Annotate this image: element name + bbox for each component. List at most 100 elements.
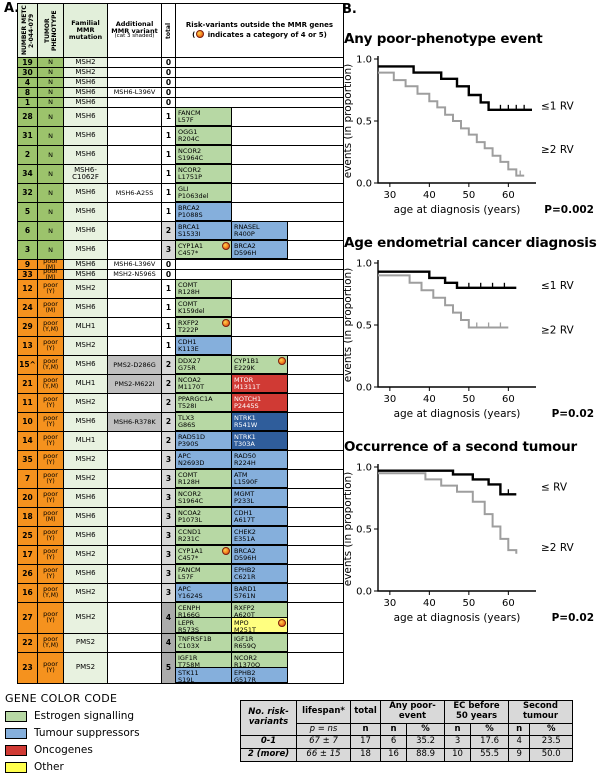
- gene-name: BRCA2: [234, 242, 256, 250]
- additional-mmr-variant-cell: MSH2-N596S: [108, 270, 162, 280]
- risk-variants-cell: BRCA2 P1088S: [176, 203, 344, 222]
- aa-change: M1311T: [234, 383, 261, 391]
- y-tick-label: 0.5: [356, 321, 372, 332]
- total-cell: 3: [162, 489, 176, 508]
- aa-change: R231C: [178, 535, 200, 543]
- gene-name: TNFRSF1B: [178, 635, 212, 643]
- series-label: ≤1 RV: [541, 101, 575, 113]
- total-cell: 4: [162, 603, 176, 634]
- risk-variant-cell: OGG1 R204C: [176, 127, 232, 145]
- header-familial-text: Familial MMR mutation: [68, 19, 103, 41]
- patient-row: 4 N MSH6 0: [18, 78, 344, 88]
- additional-mmr-variant-cell: MSH6-A25S: [108, 184, 162, 203]
- patient-row: 19 N MSH2 0: [18, 58, 344, 68]
- patient-number-cell: 18: [18, 508, 38, 527]
- x-tick-label: 60: [502, 394, 515, 405]
- chart-title: Age endometrial cancer diagnosis: [344, 235, 597, 251]
- summary-cell: 17.6: [470, 735, 509, 750]
- patient-number-cell: 8: [18, 88, 38, 98]
- total-cell: 1: [162, 146, 176, 165]
- tumor-phenotype-cell: N: [38, 58, 64, 68]
- additional-mmr-variant-cell: [108, 108, 162, 127]
- gene-name: COMT: [178, 281, 198, 289]
- phenotype-subtext: (Y): [46, 667, 55, 675]
- patient-number-cell: 11: [18, 394, 38, 413]
- color-swatch: [5, 710, 27, 722]
- tumor-phenotype-cell: poor (Y,M): [38, 375, 64, 394]
- aa-change: R400P: [234, 230, 255, 238]
- category-4-5-flame-icon: [222, 319, 230, 327]
- patient-number-cell: 14: [18, 432, 38, 451]
- phenotype-subtext: (Y): [46, 573, 55, 581]
- x-tick-label: 50: [462, 394, 475, 405]
- total-cell: 2: [162, 394, 176, 413]
- patient-row: 20poor(Y)MSH63NCOR2S1964CMGMTP233LDICER1…: [18, 489, 344, 508]
- aa-change: G75R: [178, 364, 196, 372]
- summary-header-row: No. risk-variants lifespan* total Any po…: [240, 699, 573, 737]
- mmr-table-body: 19 N MSH2 0 30 N MSH2 0 4 N MSH6 0 8 N MSH6 MSH6-L396V 0…: [18, 58, 344, 684]
- risk-variant-cell: APC Y1624S: [176, 584, 232, 602]
- color-swatch: [5, 727, 27, 739]
- gene-name: APC: [178, 585, 191, 593]
- patient-number-cell: 16: [18, 584, 38, 603]
- summary-cell: 17: [350, 735, 381, 750]
- risk-variants-cell: RAD51D P390S NTRK1 T303A: [176, 432, 344, 451]
- y-tick-label: 1.0: [356, 463, 372, 474]
- patient-row: 32 N MSH6 MSH6-A25S 1 GLI P1063del: [18, 184, 344, 203]
- aa-change: C457*: [178, 249, 199, 257]
- patient-number-cell: 9: [18, 260, 38, 270]
- tumor-phenotype-cell: poor (Y,M): [38, 634, 64, 653]
- risk-variant-cell: MTOR M1311T: [232, 375, 288, 393]
- aa-change: P233L: [234, 497, 254, 505]
- patient-row: 6 N MSH6 2 BRCA1 S1533I RNASEL R400P: [18, 222, 344, 241]
- tumor-phenotype-cell: poor (Y,M): [38, 318, 64, 337]
- patient-number-cell: 31: [18, 127, 38, 146]
- aa-change: G517R: [234, 676, 256, 683]
- familial-mmr-cell: MSH6: [64, 527, 108, 546]
- additional-mmr-variant-cell: PMS2-D286G: [108, 356, 162, 375]
- total-cell: 3: [162, 584, 176, 603]
- phenotype-text: poor: [43, 376, 58, 385]
- aa-change: C457*: [178, 554, 199, 562]
- header-familial-mmr: Familial MMR mutation: [64, 4, 108, 58]
- additional-mmr-variant-cell: [108, 451, 162, 470]
- aa-change: R224H: [234, 459, 256, 467]
- gene-name: RAD50: [234, 452, 256, 460]
- header-number-text: NUMBER METC 2-044-079: [20, 5, 35, 56]
- summary-lifespan-header: lifespan*: [296, 700, 351, 724]
- phenotype-subtext: (Y): [46, 617, 55, 625]
- y-tick-label: 1.0: [356, 259, 372, 270]
- phenotype-subtext: (Y): [46, 478, 55, 486]
- tumor-phenotype-cell: poor (Y): [38, 394, 64, 413]
- additional-mmr-variant-cell: [108, 241, 162, 260]
- risk-variants-cell: COMT K159del: [176, 299, 344, 318]
- summary-cell: 35.2: [406, 735, 445, 750]
- total-cell: 0: [162, 88, 176, 98]
- total-cell: 1: [162, 318, 176, 337]
- risk-variants-cell: CDH1 K113E: [176, 337, 344, 356]
- total-cell: 1: [162, 280, 176, 299]
- patient-number-cell: 5: [18, 203, 38, 222]
- patient-row: 2 N MSH6 1 NCOR2 S1964C: [18, 146, 344, 165]
- risk-variant-cell: DDX27 G75R: [176, 356, 232, 374]
- summary-cell: 66 ± 15: [296, 748, 351, 762]
- patient-number-cell: 33: [18, 270, 38, 280]
- tumor-phenotype-cell: N: [38, 203, 64, 222]
- total-cell: 3: [162, 565, 176, 584]
- y-tick-label: 0.0: [356, 383, 372, 394]
- summary-body: 0-1 67 ± 7 17 6 35.2 3 17.6 4 23.5 2 (more) 66 ± 1…: [240, 735, 573, 762]
- y-axis-label: events (in proportion): [342, 64, 354, 179]
- km-chart: Any poor-phenotype event 0.0 0.5 1.0 30 40 50…: [342, 31, 600, 221]
- gene-name: RXFP2: [178, 319, 199, 327]
- risk-variant-cell: NCOR2 S1964C: [176, 146, 232, 164]
- header-risk-line1: Risk-variants outside the MMR genes: [185, 21, 334, 29]
- familial-mmr-cell: MSH6: [64, 270, 108, 280]
- gene-name: TLX3: [178, 414, 195, 422]
- gene-name: PPARGC1A: [178, 395, 213, 403]
- gene-name: CDH1: [178, 338, 197, 346]
- risk-variants-cell: [176, 98, 344, 108]
- total-cell: 1: [162, 203, 176, 222]
- risk-variants-cell: TNFRSF1BC103XIGF1RR659QNOTCH1M2318I: [176, 634, 344, 653]
- risk-variant-cell: LEPR R573S: [176, 618, 232, 633]
- gene-name: NTRK1: [234, 414, 256, 422]
